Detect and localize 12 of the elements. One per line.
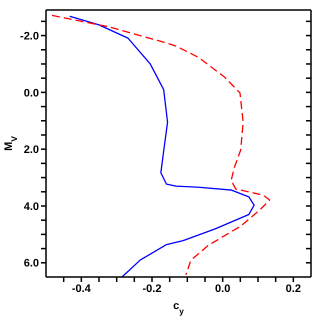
line-series (51, 14, 270, 276)
y-tick-label: 2.0 (24, 144, 39, 156)
x-axis-title: c$_{y}$ (173, 300, 184, 316)
y-tick-label: -2.0 (20, 30, 39, 42)
x-tick-label: -0.4 (72, 282, 92, 295)
y-tick-label: 6.0 (24, 258, 39, 270)
line-series (69, 16, 255, 277)
y-tick-label: 4.0 (24, 200, 39, 213)
x-tick-label: 0.0 (215, 282, 230, 295)
x-tick-label: 0.2 (286, 282, 301, 295)
x-tick-label: -0.2 (142, 282, 162, 295)
y-tick-label: 0.0 (24, 87, 39, 100)
